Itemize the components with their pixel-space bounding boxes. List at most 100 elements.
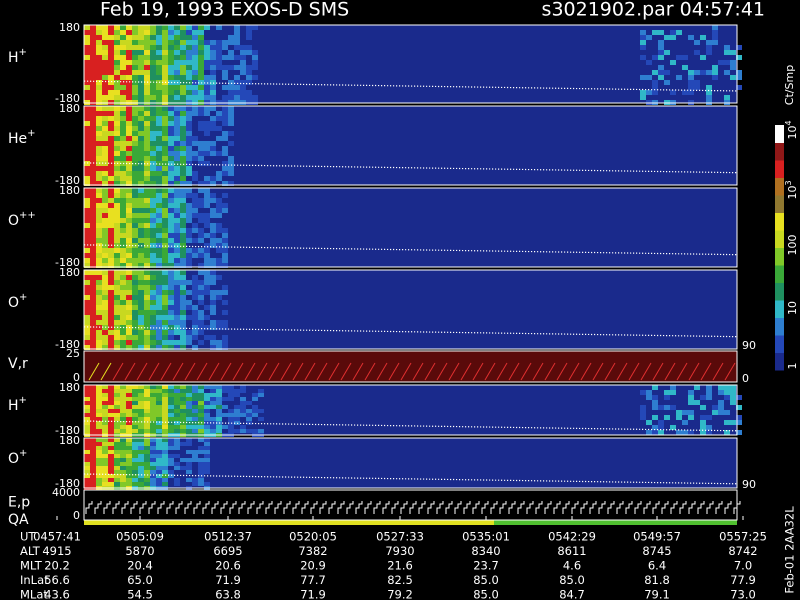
heat-cell [90, 389, 96, 393]
heat-cell [174, 393, 180, 397]
heat-cell [156, 198, 162, 203]
heat-cell [240, 85, 246, 90]
energy-step [463, 501, 471, 514]
heat-cell [192, 393, 198, 397]
heat-cell [192, 325, 198, 330]
heat-cell [174, 389, 180, 393]
heat-cell [138, 466, 144, 470]
heat-cell [114, 320, 120, 325]
heat-cell [114, 263, 120, 268]
heat-cell [138, 65, 144, 70]
panel-frame [83, 269, 738, 350]
energy-step [544, 501, 552, 514]
heat-cell [168, 136, 174, 141]
heat-cell [84, 171, 90, 176]
heat-cell [180, 345, 186, 350]
heat-cell [180, 218, 186, 223]
energy-step [94, 501, 102, 514]
heat-cell [90, 275, 96, 280]
heat-cell [84, 421, 90, 425]
heat-cell [682, 410, 688, 415]
heat-cell [162, 171, 168, 176]
heat-cell [664, 50, 670, 55]
heat-cell [192, 55, 198, 60]
heat-cell [198, 228, 204, 233]
heat-cell [192, 95, 198, 100]
heat-cell [150, 65, 156, 70]
heat-cell [192, 208, 198, 213]
heat-cell [150, 270, 156, 275]
heat-cell [126, 116, 132, 121]
heat-cell [222, 233, 228, 238]
heat-cell [102, 253, 108, 258]
heat-cell [132, 70, 138, 75]
heat-cell [144, 397, 150, 401]
heat-cell [108, 482, 114, 486]
heat-cell [138, 171, 144, 176]
heat-cell [168, 389, 174, 393]
heat-cell [174, 275, 180, 280]
heat-cell [204, 106, 210, 111]
heat-cell [156, 300, 162, 305]
heat-cell [150, 218, 156, 223]
heat-cell [162, 409, 168, 413]
heat-cell [84, 70, 90, 75]
heat-cell [126, 70, 132, 75]
panel-charge: ++ [19, 210, 36, 221]
heat-cell [736, 405, 742, 410]
heat-cell [162, 25, 168, 30]
heat-cell [108, 310, 114, 315]
velocity-trace [520, 362, 532, 381]
heat-cell [186, 75, 192, 80]
heat-cell [186, 466, 192, 470]
heat-cell [198, 310, 204, 315]
heat-cell [192, 397, 198, 401]
heat-cell [168, 126, 174, 131]
heat-cell [736, 45, 742, 50]
heat-cell [192, 228, 198, 233]
heat-cell [102, 60, 108, 65]
heat-cell [102, 295, 108, 300]
heat-cell [96, 335, 102, 340]
heat-cell [120, 442, 126, 446]
y-tick-label: 180 [59, 266, 80, 279]
heat-cell [156, 111, 162, 116]
heat-cell [96, 40, 102, 45]
heat-cell [246, 409, 252, 413]
heat-cell [156, 95, 162, 100]
table-cell: 71.9 [215, 573, 241, 587]
heat-cell [174, 208, 180, 213]
heat-cell [162, 156, 168, 161]
heat-cell [150, 413, 156, 417]
heat-cell [150, 300, 156, 305]
heat-cell [84, 385, 90, 389]
heat-cell [258, 393, 264, 397]
heat-cell [102, 340, 108, 345]
heat-cell [228, 171, 234, 176]
heat-cell [150, 106, 156, 111]
heat-cell [96, 258, 102, 263]
colorbar-label: 103 [784, 180, 800, 199]
heat-cell [90, 141, 96, 146]
heat-cell [228, 397, 234, 401]
heat-cell [102, 446, 108, 450]
heat-cell [96, 55, 102, 60]
heat-cell [174, 90, 180, 95]
velocity-trace [532, 362, 544, 381]
heat-cell [150, 156, 156, 161]
energy-step [661, 501, 669, 514]
heat-cell [192, 275, 198, 280]
heat-cell [198, 300, 204, 305]
heat-cell [186, 238, 192, 243]
colorbar-swatch [775, 300, 784, 318]
heat-cell [138, 340, 144, 345]
heat-cell [120, 320, 126, 325]
heat-cell [96, 305, 102, 310]
heat-cell [108, 203, 114, 208]
heat-cell [192, 405, 198, 409]
heat-cell [120, 462, 126, 466]
heat-cell [174, 285, 180, 290]
heat-cell [156, 233, 162, 238]
heat-cell [96, 389, 102, 393]
heat-cell [138, 141, 144, 146]
